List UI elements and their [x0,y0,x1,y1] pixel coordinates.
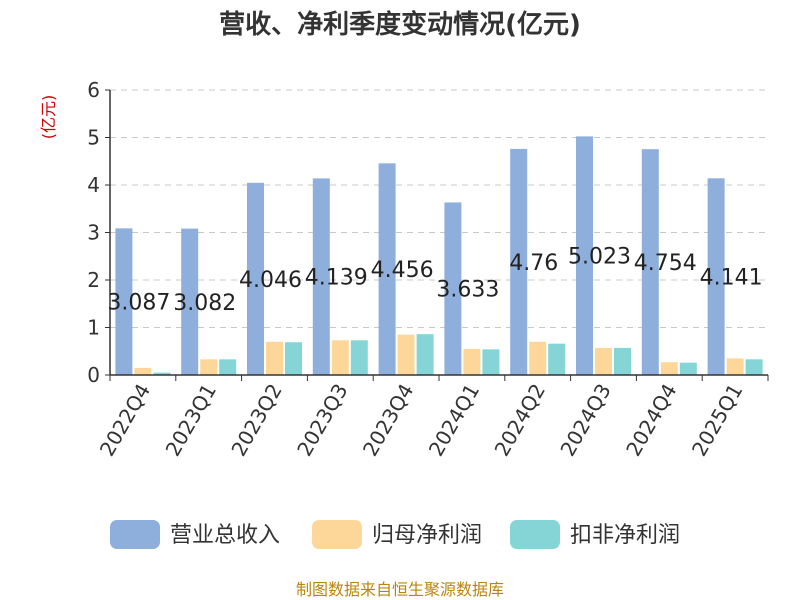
x-tick-label: 2024Q1 [424,380,484,461]
x-tick-label: 2025Q1 [687,380,747,461]
data-label-2025Q1: 4.141 [700,266,763,291]
y-tick-label: 3 [87,221,100,245]
y-tick-label: 6 [87,78,100,102]
legend: 营业总收入 归母净利润 扣非净利润 [110,520,680,549]
bar-2024Q3-series-3 [614,347,631,375]
x-tick-label: 2023Q1 [161,380,221,461]
source-note: 制图数据来自恒生聚源数据库 [296,580,504,599]
bar-2024Q2-series-3 [548,343,566,375]
legend-label: 归母净利润 [372,523,482,548]
y-tick-labels: 0 1 2 3 4 5 6 [87,78,100,387]
x-tick-label: 2024Q3 [555,380,615,461]
bar-2023Q1-series-3 [219,359,237,375]
bar-2023Q3-series-2 [331,340,349,375]
x-tick-label: 2023Q2 [226,380,286,461]
bar-2025Q1-series-2 [726,358,744,375]
bar-2024Q1-series-3 [482,349,500,375]
bar-2024Q4-series-3 [679,362,697,375]
data-label-2023Q1: 3.082 [173,291,236,316]
bar-2023Q3-series-1 [312,178,330,375]
y-tick-label: 0 [87,363,100,387]
bar-2024Q1-series-1 [444,202,462,375]
bars [115,136,763,375]
x-tick-label: 2023Q4 [358,380,418,461]
data-label-2024Q2: 4.76 [509,251,558,276]
data-label-2023Q2: 4.046 [239,268,302,293]
bar-2024Q2-series-1 [510,148,528,375]
bar-2023Q2-series-1 [247,182,264,375]
bar-2022Q4-series-3 [153,372,171,375]
bar-2023Q3-series-3 [350,340,368,375]
legend-swatch [110,520,160,549]
data-label-2024Q1: 3.633 [436,278,499,303]
y-axis-unit: (亿元) [39,95,58,140]
legend-swatch [510,520,560,549]
bar-2024Q1-series-2 [463,348,481,375]
legend-label: 扣非净利润 [570,523,680,548]
bar-2022Q4-series-2 [134,367,152,375]
axes [105,89,769,381]
x-tick-label: 2024Q2 [490,380,550,461]
x-tick-label: 2023Q3 [292,380,352,461]
bar-2024Q3-series-2 [595,347,612,375]
data-label-2024Q4: 4.754 [634,251,697,276]
y-tick-label: 2 [87,268,100,292]
bar-2023Q4-series-3 [416,334,434,375]
y-tick-label: 4 [87,173,100,197]
y-tick-label: 1 [87,316,100,340]
chart-title: 营收、净利季度变动情况(亿元) [219,9,581,40]
bar-2024Q4-series-2 [660,362,678,375]
bar-2023Q1-series-1 [181,228,199,375]
bar-2023Q2-series-3 [285,342,302,375]
legend-swatch [312,520,362,549]
bar-2023Q4-series-1 [378,163,396,375]
x-tick-label: 2024Q4 [621,380,681,461]
data-label-2023Q3: 4.139 [305,266,368,291]
bar-2025Q1-series-3 [745,359,763,375]
bar-2023Q4-series-2 [397,334,415,375]
bar-2024Q4-series-1 [641,149,659,375]
data-label-2024Q3: 5.023 [568,245,631,270]
bar-2024Q2-series-2 [529,341,547,375]
bar-2023Q1-series-2 [200,359,218,375]
data-label-2023Q4: 4.456 [371,258,434,283]
x-tick-labels: 2022Q4 2023Q1 2023Q2 2023Q3 2023Q4 2024Q1 2024… [95,380,748,461]
data-label-2022Q4: 3.087 [107,291,170,316]
legend-label: 营业总收入 [170,523,280,548]
y-tick-label: 5 [87,126,100,150]
bar-2022Q4-series-1 [115,228,133,375]
bar-2024Q3-series-1 [576,136,593,375]
bar-2023Q2-series-2 [266,341,283,375]
bar-2025Q1-series-1 [707,178,725,375]
x-tick-label: 2022Q4 [95,380,155,461]
